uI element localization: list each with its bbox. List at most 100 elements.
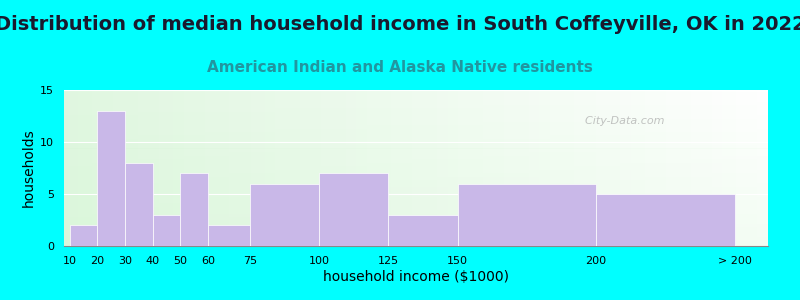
Bar — [384, 90, 388, 246]
Bar — [64, 126, 768, 127]
Bar — [64, 231, 768, 232]
Bar — [177, 90, 180, 246]
Bar — [64, 186, 768, 187]
Bar — [469, 90, 472, 246]
Bar — [360, 90, 363, 246]
Bar — [652, 90, 655, 246]
Bar — [64, 195, 768, 196]
Bar — [494, 90, 497, 246]
Bar — [388, 90, 391, 246]
Bar — [578, 90, 582, 246]
Bar — [247, 90, 250, 246]
Bar — [662, 90, 666, 246]
Bar — [170, 90, 173, 246]
Bar — [102, 90, 106, 246]
Bar — [550, 90, 554, 246]
Bar — [64, 95, 768, 96]
Bar — [64, 134, 768, 135]
Bar — [64, 242, 768, 243]
Bar — [430, 90, 434, 246]
Bar — [64, 206, 768, 207]
Bar — [490, 90, 494, 246]
Bar — [226, 90, 230, 246]
Bar — [64, 100, 768, 101]
Bar — [525, 90, 529, 246]
Bar — [381, 90, 384, 246]
Bar — [64, 177, 768, 178]
Bar — [536, 90, 539, 246]
Bar — [708, 90, 712, 246]
Bar — [546, 90, 550, 246]
Bar — [349, 90, 353, 246]
Bar — [64, 166, 768, 167]
Bar — [595, 90, 599, 246]
Bar — [64, 90, 67, 246]
Bar — [64, 183, 768, 184]
Bar — [64, 130, 768, 131]
Text: Distribution of median household income in South Coffeyville, OK in 2022: Distribution of median household income … — [0, 15, 800, 34]
Bar — [64, 182, 768, 183]
Bar — [514, 90, 518, 246]
Bar — [630, 90, 634, 246]
Bar — [761, 90, 765, 246]
Bar — [743, 90, 747, 246]
Bar — [736, 90, 740, 246]
Bar — [532, 90, 536, 246]
Bar — [434, 90, 437, 246]
Bar — [388, 215, 458, 246]
Bar — [64, 219, 768, 220]
Bar — [303, 90, 307, 246]
Bar — [250, 184, 319, 246]
Bar — [687, 90, 690, 246]
Bar — [64, 232, 768, 233]
Bar — [585, 90, 589, 246]
Bar — [353, 90, 356, 246]
Bar — [67, 90, 71, 246]
Bar — [694, 90, 698, 246]
Bar — [64, 96, 768, 97]
Bar — [486, 90, 490, 246]
Bar — [208, 225, 250, 246]
Bar — [416, 90, 419, 246]
Bar — [240, 90, 243, 246]
Bar — [131, 90, 134, 246]
Bar — [64, 127, 768, 128]
Bar — [64, 196, 768, 197]
Bar — [89, 90, 92, 246]
Bar — [275, 90, 278, 246]
Bar — [539, 90, 542, 246]
Bar — [64, 164, 768, 165]
Bar — [261, 90, 265, 246]
Bar — [300, 90, 303, 246]
Bar — [726, 90, 730, 246]
Bar — [610, 90, 613, 246]
Bar — [64, 98, 768, 99]
Y-axis label: households: households — [22, 129, 36, 207]
Bar — [64, 133, 768, 134]
Bar — [64, 129, 768, 130]
Bar — [356, 90, 360, 246]
Bar — [64, 234, 768, 235]
Bar — [64, 235, 768, 236]
Bar — [290, 90, 293, 246]
Bar — [64, 131, 768, 132]
Bar — [222, 90, 226, 246]
Bar — [173, 90, 177, 246]
Bar — [64, 222, 768, 223]
Bar — [64, 152, 768, 153]
Bar — [617, 90, 620, 246]
Bar — [557, 90, 560, 246]
Bar — [64, 189, 768, 190]
Bar — [64, 227, 768, 228]
Bar — [325, 90, 328, 246]
Bar — [402, 90, 406, 246]
Bar — [451, 90, 454, 246]
Bar — [441, 90, 444, 246]
Bar — [554, 90, 557, 246]
Bar — [64, 116, 768, 117]
Bar — [64, 165, 768, 166]
Bar — [265, 90, 268, 246]
Bar — [64, 167, 768, 168]
Bar — [722, 90, 726, 246]
Bar — [64, 90, 768, 91]
